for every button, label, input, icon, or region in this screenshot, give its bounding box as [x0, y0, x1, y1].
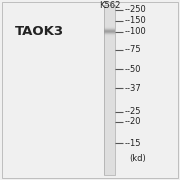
Text: --37: --37 [124, 84, 141, 93]
Text: --75: --75 [124, 45, 141, 54]
Text: (kd): (kd) [130, 154, 146, 163]
Text: K562: K562 [99, 1, 120, 10]
Text: --250: --250 [124, 5, 146, 14]
Bar [104, 5, 115, 175]
Text: --100: --100 [124, 27, 146, 36]
Text: --15: --15 [124, 139, 141, 148]
Text: --20: --20 [124, 117, 141, 126]
Text: --25: --25 [124, 107, 141, 116]
Text: TAOK3: TAOK3 [14, 25, 64, 38]
Text: --150: --150 [124, 16, 146, 25]
Text: --50: --50 [124, 65, 141, 74]
